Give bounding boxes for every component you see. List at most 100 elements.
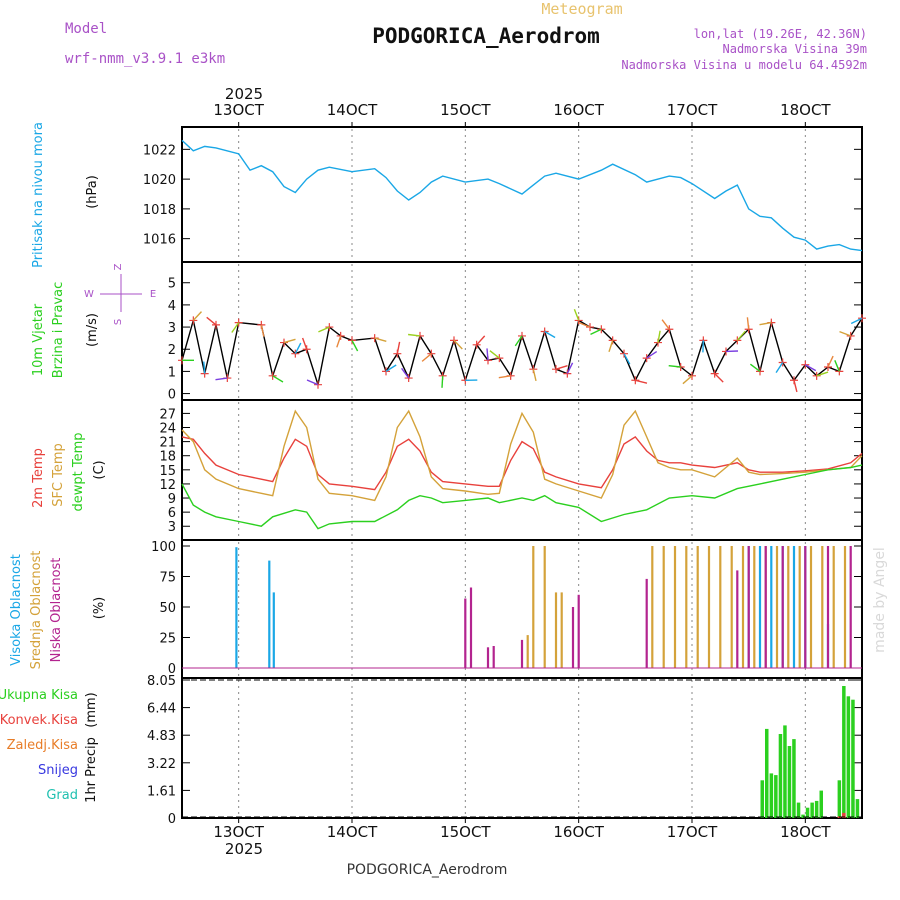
legend-frozen-rain: Zaledj.Kisa bbox=[7, 738, 78, 753]
clouds-series-2-bar-14 bbox=[849, 546, 852, 668]
wind-arrow-17 bbox=[396, 341, 401, 354]
wind-arrow-5 bbox=[231, 322, 240, 333]
precipitation-series-0-bar-8 bbox=[796, 802, 801, 818]
wind-arrow-20 bbox=[421, 353, 432, 362]
wind-speed-marker-12 bbox=[325, 323, 334, 332]
wind-arrow-30 bbox=[544, 330, 556, 339]
bottom-time-tick-label-5: 18OCT bbox=[780, 823, 831, 841]
legend-conv-rain: Konvek.Kisa bbox=[0, 713, 78, 728]
temperature-series-2-line bbox=[181, 464, 863, 530]
precipitation-series-0-bar-1 bbox=[765, 728, 769, 818]
precipitation-series-0-bar-14 bbox=[837, 780, 842, 818]
precipitation-series-0-bar-5 bbox=[783, 725, 787, 818]
wind-arrow-37 bbox=[623, 353, 631, 365]
bottom-year-label: 2025 bbox=[225, 840, 263, 858]
wind-speed-marker-20 bbox=[427, 349, 436, 358]
wind-speed-marker-7 bbox=[268, 371, 277, 380]
compass-label-s: S bbox=[113, 319, 124, 325]
legend-grad: Grad bbox=[46, 788, 78, 803]
pressure-ytick-label-1: 1018 bbox=[143, 203, 176, 218]
wind-arrow-26 bbox=[489, 350, 500, 359]
credit-label: made by Angel bbox=[872, 547, 888, 653]
wind-arrow-40 bbox=[657, 330, 661, 343]
clouds-series-1-bar-16 bbox=[775, 546, 779, 668]
elevation-label: Nadmorska Visina 39m bbox=[723, 42, 868, 56]
precipitation-series-0-bar-12 bbox=[814, 800, 819, 818]
wind-arrow-43 bbox=[682, 375, 693, 385]
wind-speed-marker-26 bbox=[495, 354, 504, 363]
clouds-series-2-bar-3 bbox=[492, 646, 495, 668]
time-axis: 13OCT 13OCT 14OCT 14OCT 15OCT 15OCT 16OCT 16OCT… bbox=[213, 101, 831, 841]
wind-arrow-12 bbox=[318, 326, 330, 333]
temp-ylabel-title3: dewpt Temp bbox=[71, 432, 86, 511]
wind-arrow-58 bbox=[850, 317, 863, 325]
panels: 1016101810201022012345369121518212427025… bbox=[143, 126, 866, 827]
pressure-ylabel-unit: (hPa) bbox=[85, 175, 100, 209]
top-time-tick-label-4: 17OCT bbox=[667, 101, 718, 119]
wind-arrow-39 bbox=[646, 351, 658, 359]
top-year-label: 2025 bbox=[225, 85, 263, 103]
clouds-series-1-bar-3 bbox=[554, 592, 558, 668]
temp-ylabel-title2: SFC Temp bbox=[51, 443, 66, 507]
clouds-series-2-bar-2 bbox=[486, 647, 490, 668]
clouds-series-1-bar-2 bbox=[543, 546, 546, 668]
wind-speed-marker-39 bbox=[642, 354, 651, 363]
top-time-tick-label-0: 13OCT bbox=[213, 101, 264, 119]
wind-speed-marker-10 bbox=[302, 345, 311, 354]
clouds-series-0-bar-7 bbox=[792, 546, 796, 668]
precipitation-series-0-bar-16 bbox=[846, 696, 851, 818]
bottom-time-tick-label-0: 13OCT bbox=[213, 823, 264, 841]
wind-arrow-14 bbox=[351, 340, 359, 352]
precipitation-series-0-bar-9 bbox=[801, 814, 805, 818]
temperature-ytick-label-8: 27 bbox=[159, 407, 176, 422]
clouds-series-1-bar-14 bbox=[753, 546, 756, 668]
wind-speed-marker-33 bbox=[574, 316, 583, 325]
wind-ytick-label-1: 1 bbox=[168, 365, 176, 380]
clouds-series-1-bar-4 bbox=[560, 592, 563, 668]
wind-ytick-label-0: 0 bbox=[168, 388, 176, 403]
clouds-series-2-bar-13 bbox=[826, 546, 830, 668]
wind-arrow-34 bbox=[578, 321, 591, 328]
pressure-ylabel-title: Pritisak na nivou mora bbox=[31, 122, 46, 268]
wind-speed-marker-14 bbox=[348, 336, 356, 345]
precip-ylabel-unit: (mm) bbox=[84, 692, 99, 727]
wind-speed-marker-30 bbox=[540, 327, 549, 336]
wind-arrow-32 bbox=[566, 362, 574, 374]
clouds-series-2-bar-9 bbox=[747, 546, 750, 668]
wind-speed-marker-56 bbox=[835, 367, 844, 376]
temperature-ytick-label-1: 6 bbox=[168, 506, 176, 521]
clouds-series-2-bar-4 bbox=[520, 639, 524, 668]
wind-arrow-6 bbox=[260, 324, 265, 337]
wind-arrow-55 bbox=[827, 355, 834, 368]
clouds-series-1-bar-12 bbox=[730, 546, 733, 668]
lonlat-label: lon,lat (19.26E, 42.36N) bbox=[694, 27, 867, 41]
top-time-tick-label-3: 16OCT bbox=[553, 101, 604, 119]
precipitation-series-0-bar-0 bbox=[760, 780, 764, 818]
wind-ylabel-unit: (m/s) bbox=[85, 313, 100, 347]
precipitation-series-0-bar-18 bbox=[855, 799, 860, 818]
wind-arrow-2 bbox=[203, 361, 206, 374]
pressure-series-0-line bbox=[181, 139, 863, 252]
temperature-ytick-label-4: 15 bbox=[159, 464, 176, 479]
precipitation-ytick-label-0: 0 bbox=[168, 812, 176, 827]
cloud-ylabel-title2: Srednja Oblacnost bbox=[29, 551, 44, 670]
wind-arrow-41 bbox=[661, 319, 670, 330]
top-time-tick-label-2: 15OCT bbox=[440, 101, 491, 119]
compass-label-e: E bbox=[150, 289, 156, 300]
wind-arrow-49 bbox=[749, 363, 761, 372]
wind-arrow-33 bbox=[573, 308, 580, 321]
wind-arrow-38 bbox=[635, 379, 648, 384]
wind-ytick-label-5: 5 bbox=[168, 277, 176, 292]
wind-arrow-3 bbox=[206, 316, 217, 326]
temperature-ytick-label-2: 9 bbox=[168, 492, 176, 507]
temperature-ytick-label-6: 21 bbox=[159, 436, 176, 451]
precipitation-series-0-bar-15 bbox=[842, 686, 846, 818]
clouds-series-1-bar-17 bbox=[787, 546, 790, 668]
wind-speed-marker-54 bbox=[812, 371, 821, 380]
precipitation-series-0-bar-6 bbox=[787, 746, 792, 818]
precipitation-ytick-label-2: 3.22 bbox=[147, 757, 176, 772]
temperature-ytick-label-0: 3 bbox=[168, 520, 176, 535]
model-value: wrf-nmm_v3.9.1 e3km bbox=[65, 51, 225, 67]
clouds-series-1-bar-11 bbox=[719, 546, 722, 668]
